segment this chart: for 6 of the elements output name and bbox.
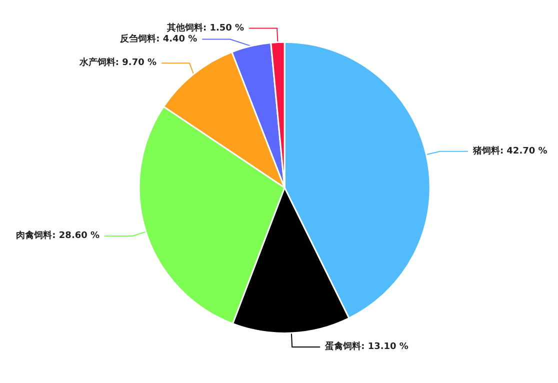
slice-label: 反刍饲料: 4.40 % (119, 33, 198, 44)
slice-label: 蛋禽饲料: 13.10 % (324, 341, 408, 352)
slice-label: 其他饲料: 1.50 % (166, 22, 244, 34)
slice-label: 肉禽饲料: 28.60 % (16, 230, 100, 242)
slice-label: 猪饲料: 42.70 % (472, 145, 548, 156)
slice-label: 水产饲料: 9.70 % (78, 57, 157, 68)
